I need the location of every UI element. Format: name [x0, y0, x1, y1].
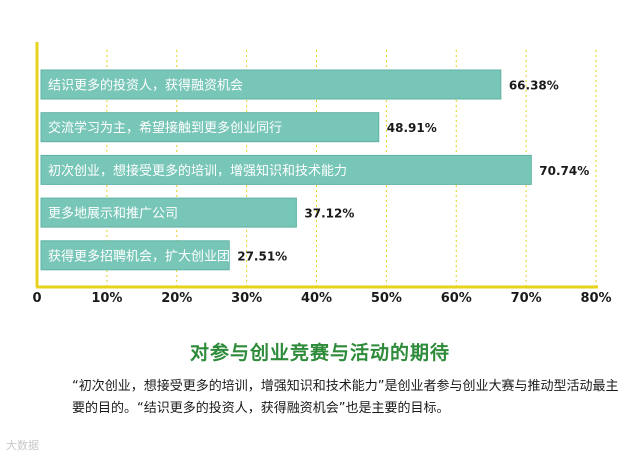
- bar-category-label: 交流学习为主，希望接触到更多创业同行: [48, 120, 282, 136]
- x-tick-label: 20%: [161, 291, 192, 306]
- x-tick-label: 0: [32, 291, 41, 306]
- bar-category-label: 更多地展示和推广公司: [48, 206, 178, 222]
- x-tick-label: 10%: [91, 291, 122, 306]
- bar-value-label: 66.38%: [509, 79, 559, 93]
- x-tick-label: 30%: [231, 291, 262, 306]
- x-tick-label: 40%: [301, 291, 332, 306]
- bar: [40, 197, 297, 228]
- x-tick-label: 50%: [371, 291, 402, 306]
- bar-chart: 0 10% 20% 30% 40% 50% 60% 70% 80% 结识更多的投资人，获得融资机会…: [32, 42, 612, 306]
- x-tick-label: 70%: [511, 291, 542, 306]
- bar: [40, 69, 502, 100]
- chart-title: 对参与创业竞赛与活动的期待: [189, 342, 450, 364]
- bar-value-label: 37.12%: [304, 207, 354, 221]
- bar-value-label: 27.51%: [237, 249, 287, 263]
- bar-category-label: 初次创业，想接受更多的培训，增强知识和技术能力: [48, 163, 347, 179]
- bar-category-label: 结识更多的投资人，获得融资机会: [48, 78, 243, 94]
- bar-value-label: 70.74%: [539, 164, 589, 178]
- x-tick-label: 80%: [580, 291, 611, 306]
- bar: [40, 154, 532, 185]
- x-tick-label: 60%: [441, 291, 472, 306]
- bar: [40, 240, 230, 271]
- bar-value-label: 48.91%: [387, 121, 437, 135]
- bar-category-label: 获得更多招聘机会，扩大创业团队: [48, 248, 243, 264]
- caption-text: “初次创业，想接受更多的培训，增强知识和技术能力”是创业者参与创业大赛与推动型活…: [72, 379, 619, 416]
- bar: [40, 112, 380, 143]
- watermark: 大数据: [6, 439, 39, 452]
